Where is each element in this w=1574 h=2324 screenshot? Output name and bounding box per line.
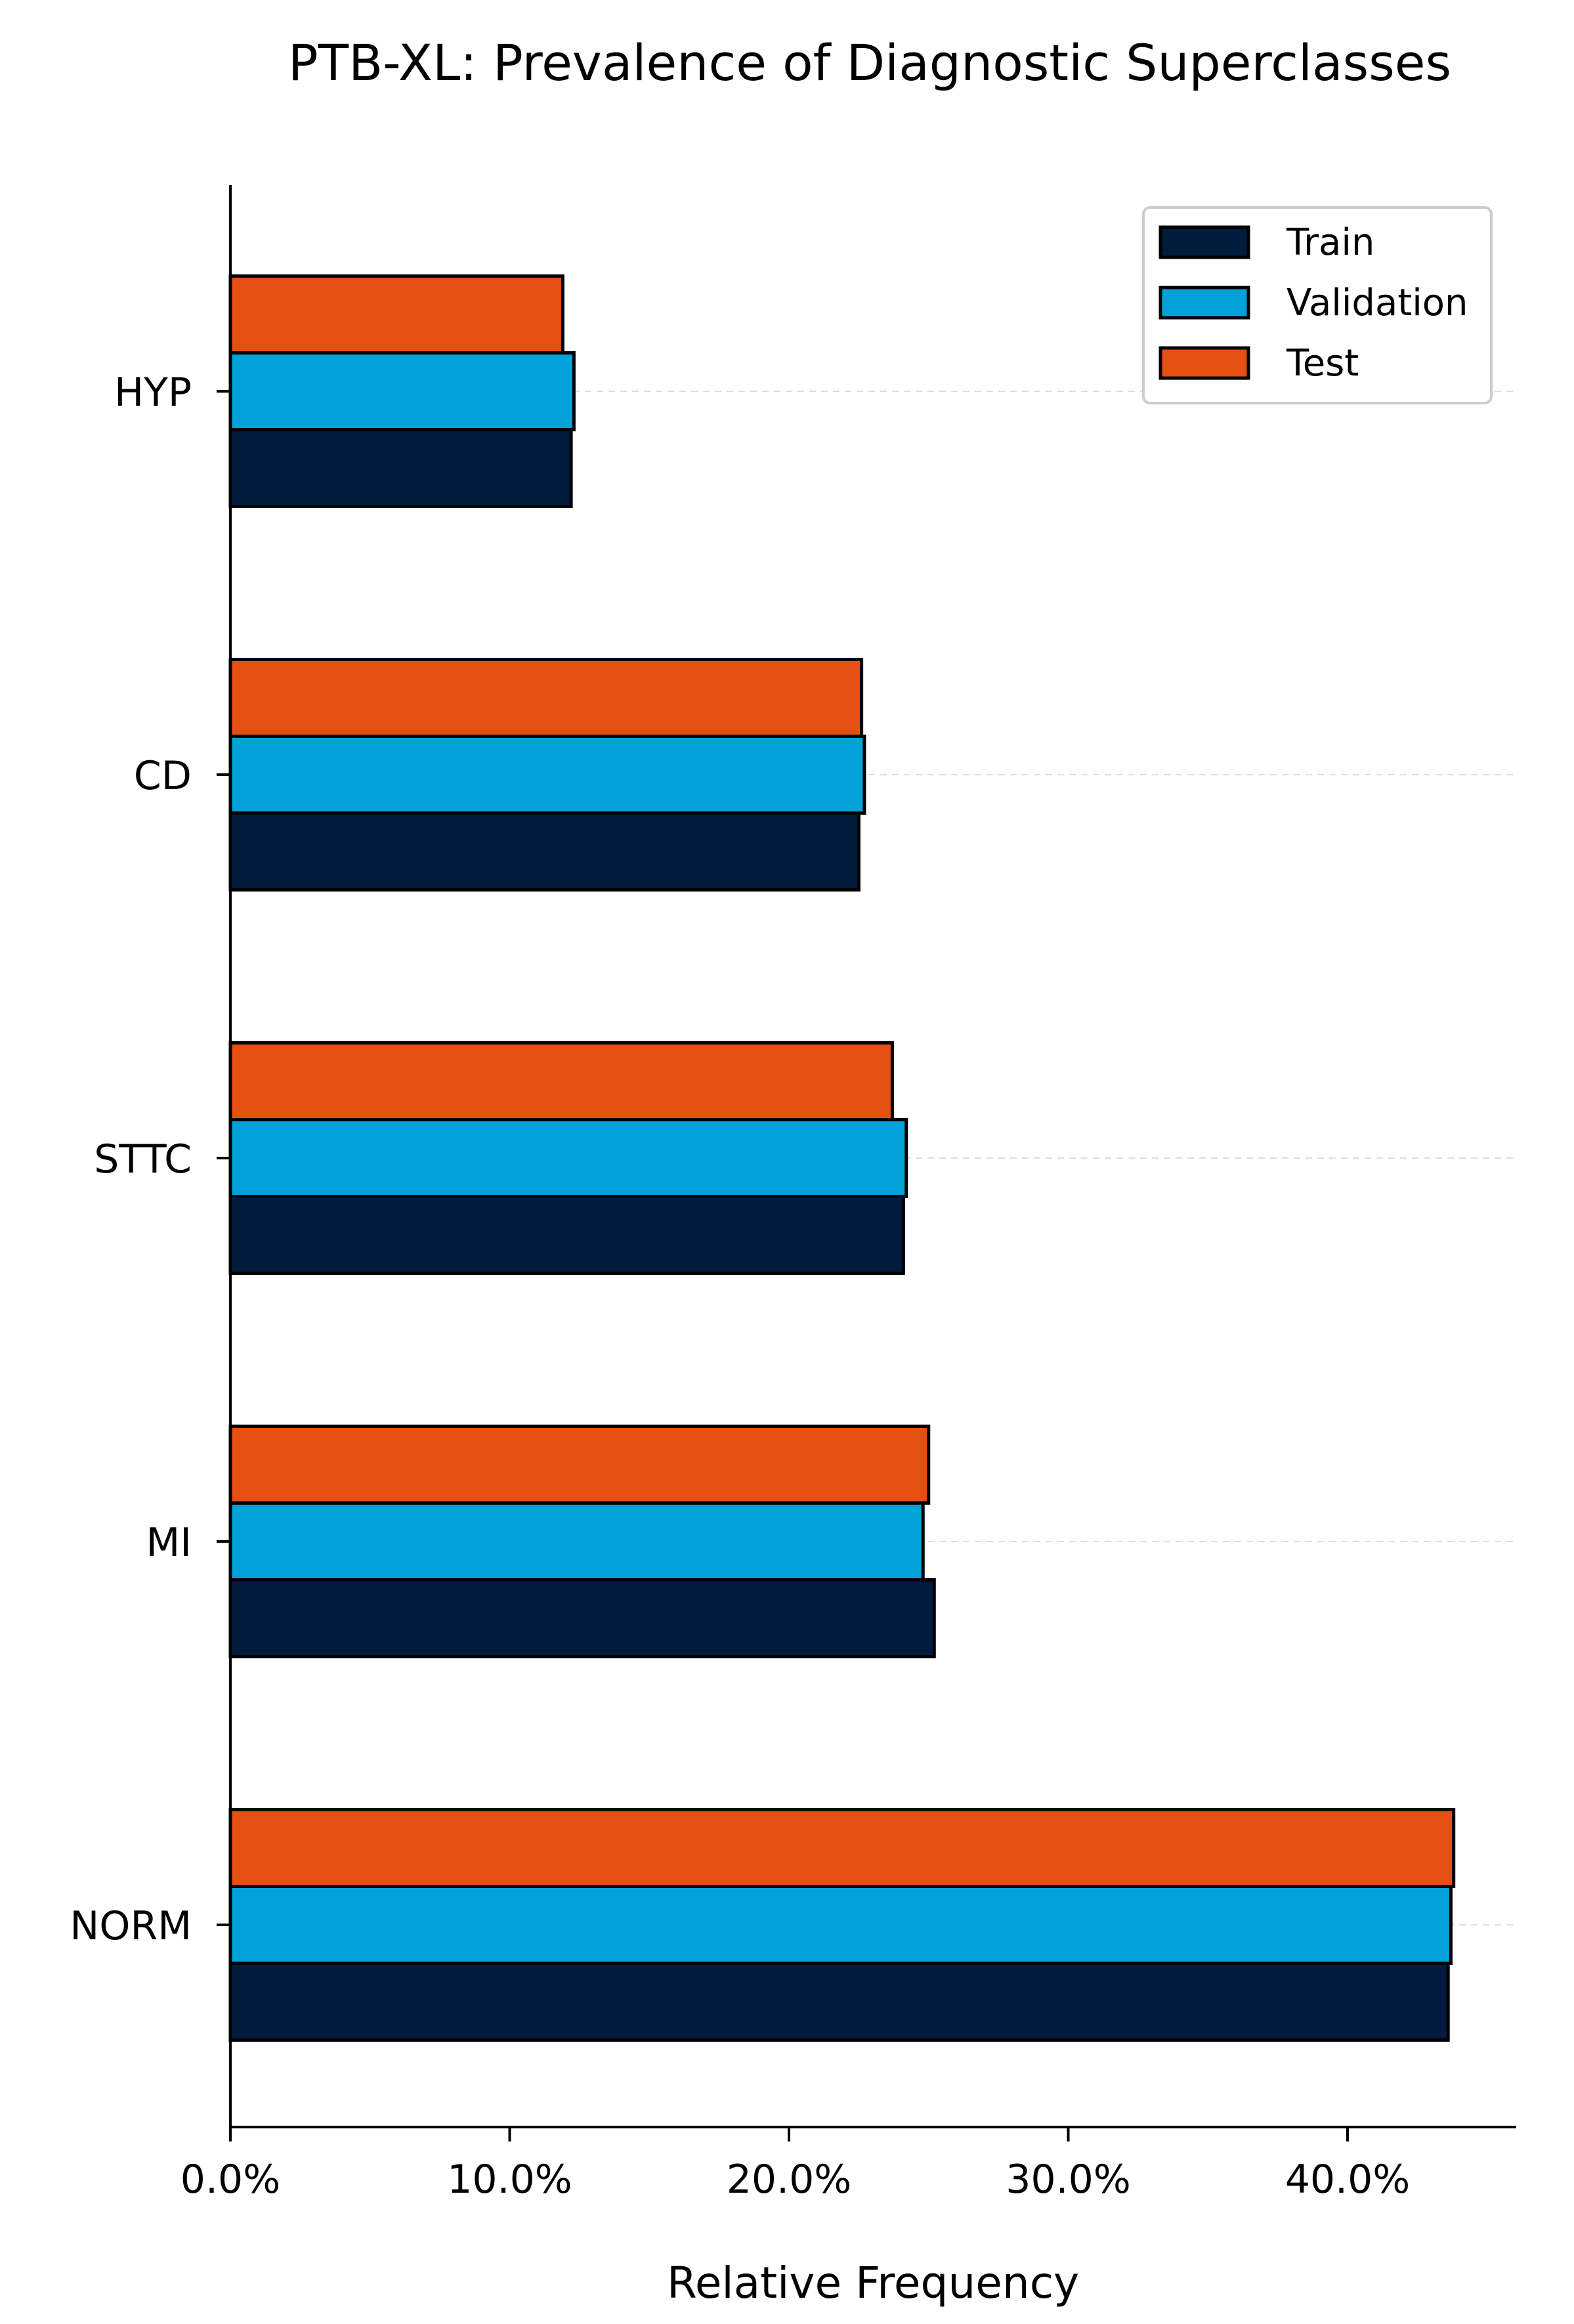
- y-tick-label: NORM: [70, 1903, 192, 1949]
- legend-label-train: Train: [1286, 221, 1374, 264]
- y-ticks: NORM MI STTC CD HYP: [70, 370, 230, 1949]
- bar-train-hyp: [228, 428, 573, 508]
- legend-label-validation: Validation: [1287, 282, 1468, 324]
- bar-validation-hyp: [228, 351, 576, 431]
- x-tick-label: 10.0%: [447, 2157, 572, 2203]
- legend: Train Validation Test: [1142, 206, 1493, 404]
- bar-test-norm: [228, 1808, 1456, 1888]
- y-tick-label: HYP: [114, 370, 192, 416]
- bar-train-norm: [228, 1962, 1450, 2042]
- x-ticks: 0.0% 10.0% 20.0% 30.0% 40.0%: [181, 2127, 1411, 2203]
- x-tick-label: 40.0%: [1285, 2157, 1411, 2203]
- y-tick-label: STTC: [94, 1136, 192, 1182]
- legend-label-test: Test: [1286, 342, 1359, 385]
- bar-validation-cd: [228, 735, 866, 815]
- bar-train-cd: [228, 811, 861, 892]
- y-tick-label: CD: [134, 753, 192, 799]
- x-tick-label: 20.0%: [727, 2157, 852, 2203]
- x-axis-label: Relative Frequency: [667, 2258, 1079, 2308]
- legend-swatch-test: [1159, 346, 1250, 380]
- bars: [228, 274, 1456, 2042]
- bar-train-mi: [228, 1578, 936, 1658]
- bar-test-sttc: [228, 1041, 894, 1121]
- bar-test-mi: [228, 1425, 931, 1505]
- bar-test-cd: [228, 658, 864, 738]
- legend-swatch-validation: [1159, 286, 1250, 320]
- chart-title: PTB-XL: Prevalence of Diagnostic Supercl…: [288, 33, 1451, 92]
- bar-test-hyp: [228, 274, 564, 355]
- bar-validation-norm: [228, 1885, 1453, 1965]
- x-tick-label: 0.0%: [181, 2157, 280, 2203]
- x-tick-label: 30.0%: [1006, 2157, 1131, 2203]
- bar-validation-sttc: [228, 1118, 908, 1198]
- bar-train-sttc: [228, 1195, 905, 1275]
- legend-swatch-train: [1159, 225, 1250, 259]
- y-tick-label: MI: [146, 1520, 192, 1566]
- bar-validation-mi: [228, 1501, 925, 1582]
